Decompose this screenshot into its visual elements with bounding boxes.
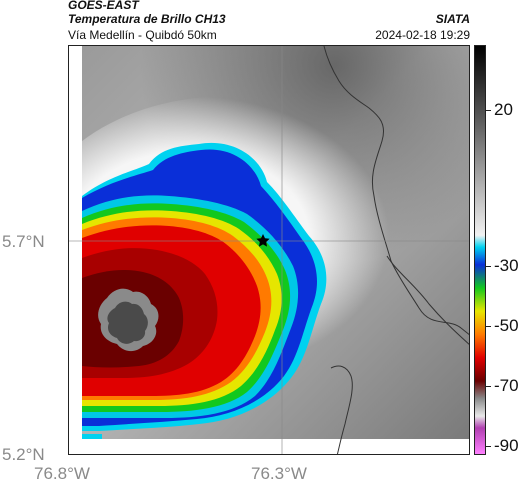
colorbar-tick-minus30 [486, 266, 491, 267]
colorbar-tick-minus70 [486, 386, 491, 387]
lon-label-76-8: 76.8°W [34, 464, 90, 483]
star-icon [256, 234, 270, 247]
cloud-core-dark [107, 301, 148, 344]
lat-label-5-2: 5.2°N [2, 445, 45, 464]
border-line-south [330, 365, 353, 454]
colorbar-label-minus70: -70 [494, 376, 519, 395]
location-subtitle: Vía Medellín - Quibdó 50km [68, 28, 217, 42]
colorbar-label-20: 20 [494, 100, 513, 119]
lon-label-76-3: 76.3°W [251, 464, 307, 483]
colorbar-label-minus90: -90 [494, 436, 519, 455]
colorbar-label-minus30: -30 [494, 256, 519, 275]
brand-label: SIATA [435, 12, 470, 26]
colorbar-label-minus50: -50 [494, 316, 519, 335]
timestamp: 2024-02-18 19:29 [375, 28, 470, 42]
border-line [323, 46, 469, 336]
colorbar-tick-minus90 [486, 446, 491, 447]
border-line-river [386, 255, 469, 345]
colorbar-tick-minus50 [486, 326, 491, 327]
colorbar-tick-20 [486, 110, 491, 111]
map-canvas [69, 46, 469, 454]
colorbar [474, 45, 486, 455]
product-title: Temperatura de Brillo CH13 [68, 12, 226, 26]
satellite-name: GOES-EAST [68, 0, 139, 12]
satellite-map [68, 45, 470, 455]
lat-label-5-7: 5.7°N [2, 232, 45, 251]
